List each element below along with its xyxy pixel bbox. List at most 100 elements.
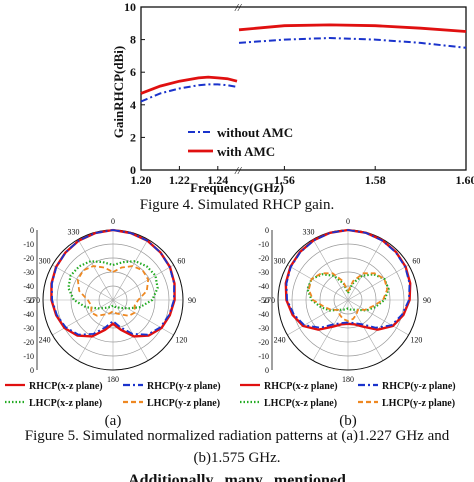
polar-radial-tick-label: -50 (23, 296, 34, 305)
polar-chart-a: 0 -10 -20 -30 -40 -50 -40 -30 -20 -10 0 0 60 90 120 180… (23, 217, 196, 384)
y-tick-label: 2 (130, 130, 136, 144)
figure-5-caption-line2: (b)1.575 GHz. (193, 450, 281, 466)
polar-radial-tick-label: -40 (258, 310, 269, 319)
series-line-left-0 (140, 83, 238, 103)
polar-angle-tick-label: 330 (303, 228, 315, 237)
polar-chart-b: 0 -10 -20 -30 -40 -50 -40 -30 -20 -10 0 0 60 90 120 180… (258, 217, 431, 384)
polar-angle-tick-label: 300 (39, 257, 51, 266)
polar-angle-tick-label: 180 (107, 375, 119, 384)
polar-grid-spoke (112, 299, 174, 336)
chart-series (140, 23, 467, 103)
polar-radial-tick-label: -30 (258, 324, 269, 333)
polar-radial-tick-label: -10 (23, 352, 34, 361)
polar-angle-tick-label: 240 (39, 336, 51, 345)
polar-angle-tick-label: 60 (177, 257, 185, 266)
polar-series-2 (306, 273, 390, 312)
polar-radial-tick-label: -30 (258, 268, 269, 277)
polar-radial-tick-label: -50 (258, 296, 269, 305)
polar-legend-b: RHCP(x-z plane) RHCP(y-z plane) LHCP(x-z p… (240, 381, 456, 409)
polar-angle-tick-label: 120 (175, 336, 187, 345)
y-axis-label: GainRHCP(dBi) (111, 46, 126, 138)
y-tick-label: 4 (130, 98, 136, 112)
polar-legend-label-0: RHCP(x-z plane) (29, 381, 103, 392)
polar-grid-spoke (77, 299, 114, 361)
polar-legend-label-3: LHCP(y-z plane) (382, 398, 455, 409)
polar-radial-tick-label: -40 (23, 310, 34, 319)
polar-radial-tick-label: -40 (258, 282, 269, 291)
y-tick-label: 6 (130, 65, 136, 79)
legend-label-0: without AMC (217, 125, 293, 140)
x-tick-label: 1.60 (456, 173, 474, 187)
polar-angle-tick-label: 90 (423, 296, 431, 305)
radiation-pattern-charts: 0 -10 -20 -30 -40 -50 -40 -30 -20 -10 0 0 60 90 120 180… (5, 217, 456, 428)
polar-legend-label-1: RHCP(y-z plane) (147, 381, 221, 392)
polar-radial-tick-label: -20 (258, 254, 269, 263)
polar-legend-a: RHCP(x-z plane) RHCP(y-z plane) LHCP(x-z p… (5, 381, 221, 409)
polar-angle-tick-label: 180 (342, 375, 354, 384)
polar-radial-tick-label: 0 (265, 226, 269, 235)
polar-radial-tick-label: 0 (30, 226, 34, 235)
polar-legend-label-0: RHCP(x-z plane) (264, 381, 338, 392)
polar-radial-tick-label: -10 (258, 352, 269, 361)
figure-4-caption: Figure 4. Simulated RHCP gain. (139, 197, 335, 213)
polar-series-3 (307, 272, 389, 322)
polar-grid-spoke (287, 264, 349, 301)
polar-radial-tick-label: -20 (23, 338, 34, 347)
polar-angle-tick-label: 90 (188, 296, 196, 305)
polar-radial-tick-label: -10 (23, 240, 34, 249)
polar-grid-spoke (347, 239, 384, 301)
polar-series-1 (50, 229, 176, 336)
figure-5-caption-line1: Figure 5. Simulated normalized radiation… (24, 428, 450, 444)
series-line-right-1 (238, 23, 467, 33)
polar-legend-label-1: RHCP(y-z plane) (382, 381, 456, 392)
polar-grid-spoke (347, 264, 409, 301)
axis-break-mark-bottom: // (234, 165, 242, 177)
polar-series-1 (285, 229, 411, 329)
polar-grid-spoke (112, 264, 174, 301)
polar-radial-tick-label: -20 (23, 254, 34, 263)
x-tick-label: 1.22 (169, 173, 190, 187)
rhcp-gain-chart: // // 0 2 4 6 8 10 1.20 1.22 1.24 1.56 1.58 1.60 with… (111, 0, 474, 195)
polar-grid-spoke (287, 299, 349, 336)
polar-radial-tick-label: -30 (23, 268, 34, 277)
y-tick-label: 0 (130, 163, 136, 177)
polar-legend-label-2: LHCP(x-z plane) (264, 398, 337, 409)
polar-series-2 (67, 260, 159, 310)
x-tick-label: 1.58 (365, 173, 386, 187)
polar-grid-spoke (312, 299, 349, 361)
body-text-fragment: Additionally...many...mentioned (128, 472, 346, 482)
chart-axes: // // 0 2 4 6 8 10 1.20 1.22 1.24 1.56 1.58 1.60 (124, 0, 474, 187)
polar-angle-tick-label: 0 (346, 217, 350, 226)
polar-legend-label-3: LHCP(y-z plane) (147, 398, 220, 409)
polar-angle-tick-label: 330 (68, 228, 80, 237)
polar-grid-spoke (347, 299, 409, 336)
series-line-right-0 (238, 36, 467, 49)
series-line-left-1 (140, 75, 238, 95)
axis-break-mark-top: // (234, 2, 242, 14)
legend-label-1: with AMC (217, 144, 275, 159)
polar-grid-spoke (112, 299, 149, 361)
polar-radial-tick-label: 0 (30, 366, 34, 375)
polar-radial-tick-label: 0 (265, 366, 269, 375)
polar-angle-tick-label: 240 (274, 336, 286, 345)
polar-angle-tick-label: 270 (263, 296, 275, 305)
polar-grid-spoke (77, 239, 114, 301)
polar-radial-tick-label: -10 (258, 240, 269, 249)
panel-label-a: (a) (105, 413, 122, 428)
x-axis-label: Frequency(GHz) (190, 180, 284, 195)
polar-angle-tick-label: 270 (28, 296, 40, 305)
polar-radial-tick-label: -30 (23, 324, 34, 333)
y-tick-label: 8 (130, 33, 136, 47)
polar-angle-tick-label: 0 (111, 217, 115, 226)
x-tick-label: 1.56 (274, 173, 295, 187)
panel-label-b: (b) (339, 413, 357, 428)
polar-angle-tick-label: 60 (412, 257, 420, 266)
polar-grid-spoke (112, 239, 149, 301)
polar-angle-tick-label: 300 (274, 257, 286, 266)
polar-legend-label-2: LHCP(x-z plane) (29, 398, 102, 409)
polar-radial-tick-label: -40 (23, 282, 34, 291)
polar-series-3 (76, 265, 150, 317)
polar-grid-spoke (52, 264, 114, 301)
x-tick-label: 1.20 (131, 173, 152, 187)
